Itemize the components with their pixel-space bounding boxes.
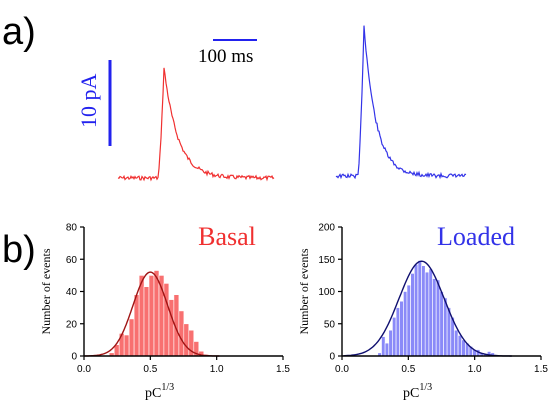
histogram-bar — [413, 264, 419, 357]
panel-label-a: a) — [2, 11, 36, 53]
histogram-bar — [153, 270, 160, 357]
histogram-bar — [406, 284, 411, 357]
histogram-bar — [133, 294, 140, 357]
x-tick-label: 0.5 — [143, 364, 157, 375]
histogram-bar — [417, 260, 422, 357]
histogram-bar — [148, 275, 155, 357]
loaded-histogram: 0 50 100 150 200 0.0 0.5 1.0 1.5 Number of events… — [297, 222, 548, 401]
y-tick-label: 60 — [66, 255, 78, 266]
panel-label-b: b) — [2, 229, 36, 271]
y-tick-label: 200 — [318, 223, 335, 234]
histogram-bar — [168, 299, 175, 357]
histogram-bar — [395, 307, 401, 357]
histogram-bar — [410, 273, 415, 357]
x-tick-label: 0.5 — [401, 364, 415, 375]
histogram-title: Basal — [198, 222, 256, 251]
y-axis-label: Number of events — [39, 248, 53, 334]
histogram-bar — [439, 291, 444, 357]
histogram-bar — [432, 278, 437, 357]
histogram-bar — [128, 318, 135, 357]
histogram-bar — [435, 279, 441, 357]
histogram-bar — [388, 329, 393, 357]
histogram-bar — [183, 323, 190, 357]
histogram-bar — [163, 283, 170, 357]
histogram-bar — [399, 300, 404, 357]
y-tick-label: 20 — [66, 319, 78, 330]
histogram-title: Loaded — [437, 222, 515, 251]
basal-histogram: 0 20 40 60 80 0.0 0.5 1.0 1.5 Number of events pC1… — [39, 222, 290, 401]
histogram-bar — [403, 291, 408, 357]
histogram-bar — [421, 265, 426, 357]
x-tick-label: 0.0 — [335, 364, 349, 375]
histogram-bar — [461, 339, 466, 357]
histogram-bar — [384, 342, 390, 357]
y-tick-label: 80 — [66, 223, 78, 234]
histogram-bar — [392, 316, 397, 357]
x-axis-label: pC1/3 — [145, 382, 174, 401]
current-scale-label: 10 pA — [76, 74, 101, 129]
histogram-bar — [454, 329, 459, 357]
x-axis-label: pC1/3 — [403, 382, 432, 401]
time-scale-label: 100 ms — [198, 46, 253, 67]
histogram-bar — [123, 334, 130, 357]
histogram-bar — [457, 335, 463, 357]
histogram-bar — [143, 286, 150, 357]
x-tick-label: 1.5 — [276, 364, 290, 375]
y-axis-label: Number of events — [297, 248, 311, 334]
x-tick-label: 0.0 — [77, 364, 91, 375]
y-tick-label: 150 — [318, 255, 335, 266]
y-tick-label: 40 — [66, 287, 78, 298]
histogram-bar — [424, 271, 430, 357]
y-tick-label: 0 — [71, 352, 77, 363]
histogram-bar — [428, 268, 433, 357]
histogram-bar — [381, 336, 386, 357]
histogram-bar — [443, 297, 448, 357]
x-tick-label: 1.5 — [534, 364, 548, 375]
y-tick-label: 50 — [324, 319, 336, 330]
x-tick-label: 1.0 — [210, 364, 224, 375]
histogram-bar — [178, 310, 185, 357]
loaded-current-trace — [335, 25, 467, 180]
y-tick-label: 0 — [329, 352, 335, 363]
y-tick-label: 100 — [318, 287, 335, 298]
x-tick-label: 1.0 — [468, 364, 482, 375]
basal-current-trace — [117, 67, 275, 182]
gaussian-fit-curve — [84, 271, 220, 357]
gaussian-fit-curve — [343, 260, 512, 357]
